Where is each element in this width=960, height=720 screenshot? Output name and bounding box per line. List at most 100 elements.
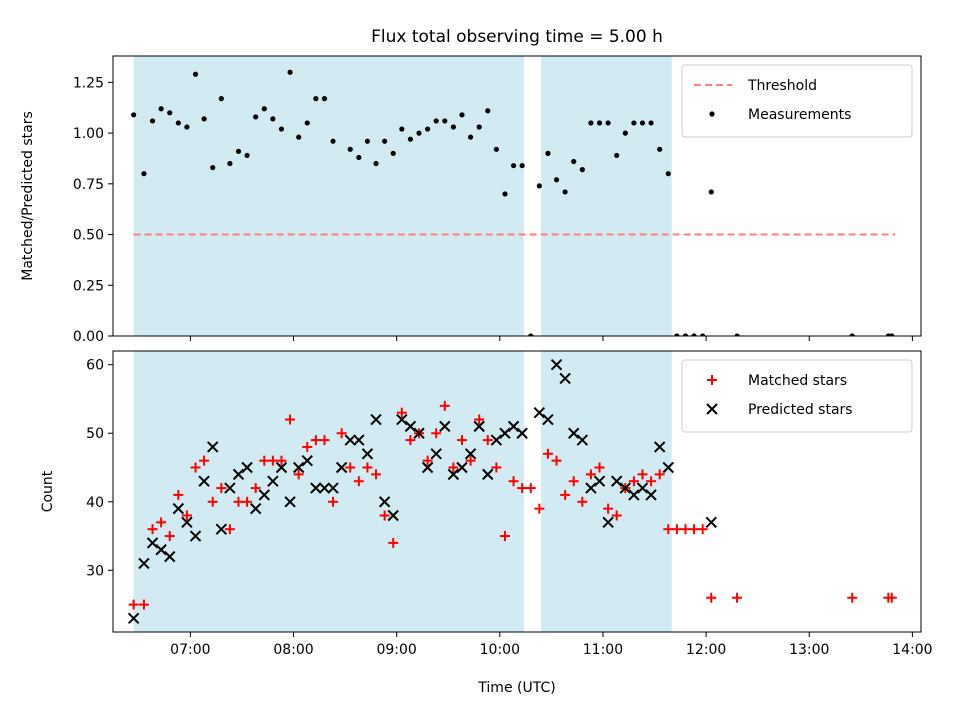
observing-span-2 <box>541 56 672 336</box>
predicted-star-point <box>146 537 159 549</box>
matched-star-point <box>371 469 382 480</box>
legend-label: Measurements <box>748 107 851 123</box>
measurement-point <box>244 152 250 159</box>
matched-star-point <box>405 435 416 446</box>
predicted-star-point <box>542 413 554 426</box>
measurement-point <box>407 136 414 142</box>
measurement-point <box>261 106 267 112</box>
x-b <box>361 448 374 460</box>
predicted-star-point <box>249 502 262 515</box>
x-b <box>127 612 140 624</box>
predicted-star-point <box>550 359 563 371</box>
matched-star-point <box>525 483 536 494</box>
bottom-axes-frame <box>112 350 922 633</box>
measurement-point <box>192 71 199 77</box>
x-b <box>430 448 442 460</box>
matched-star-point <box>328 496 339 507</box>
measurement-point <box>433 118 439 124</box>
predicted-star-point <box>127 612 140 624</box>
y-tick-label: 30 <box>86 563 104 579</box>
measurement-point <box>545 150 551 156</box>
y-tick-label: 1.00 <box>73 126 104 142</box>
x-b <box>636 482 649 494</box>
predicted-star-point <box>636 482 649 494</box>
x-b <box>318 482 331 494</box>
measurement-point <box>665 171 671 177</box>
y-tick-label: 0.00 <box>73 329 104 345</box>
x-b <box>378 496 391 508</box>
matched-star-point <box>585 469 596 480</box>
predicted-star-point <box>593 475 606 487</box>
x-b <box>568 427 580 439</box>
matched-star-point <box>732 592 743 603</box>
matched-star-point <box>190 462 201 473</box>
matched-star-point <box>431 428 442 439</box>
matched-star-point <box>577 496 588 507</box>
measurement-point <box>571 158 577 165</box>
matched-star-point <box>551 455 562 466</box>
matched-star-point <box>156 517 167 528</box>
predicted-star-point <box>499 427 511 439</box>
plot-area <box>131 69 896 336</box>
x-b <box>198 475 210 487</box>
predicted-star-point <box>533 406 546 419</box>
x-tick-label: 07:00 <box>170 642 210 658</box>
matched-star-point <box>379 510 390 521</box>
predicted-star-point <box>404 420 417 433</box>
matched-star-point <box>706 592 717 603</box>
measurement-point <box>622 130 628 136</box>
measurement-point <box>849 333 855 336</box>
matched-star-point <box>242 496 253 507</box>
x-b <box>353 434 365 446</box>
matched-star-point <box>534 503 545 514</box>
x-b <box>456 461 468 474</box>
measurement-point <box>356 154 362 161</box>
x-b <box>662 461 674 474</box>
predicted-star-point <box>292 461 305 474</box>
matched-star-point <box>233 496 244 507</box>
measurement-point <box>657 146 663 152</box>
predicted-star-point <box>327 482 339 494</box>
observing-span-2 <box>541 351 672 632</box>
predicted-star-point <box>576 434 589 446</box>
y-tick-label: 0.75 <box>73 177 104 193</box>
measurement-point <box>674 333 680 336</box>
measurement-point <box>270 116 276 122</box>
measurement-point <box>382 138 388 144</box>
measurement-point <box>493 146 499 152</box>
x-axis-label: Time (UTC) <box>477 680 555 696</box>
legend-box <box>681 64 913 138</box>
matched-star-point <box>285 414 296 425</box>
x-b <box>215 523 228 535</box>
matched-star-point <box>267 455 278 466</box>
predicted-star-point <box>224 482 236 494</box>
measurement-point <box>364 138 371 144</box>
matched-star-point <box>594 462 605 473</box>
bottom-y-axis-label: Count <box>40 470 56 512</box>
matched-star-point <box>147 524 158 535</box>
predicted-star-point <box>275 461 288 474</box>
predicted-star-point <box>378 496 391 508</box>
matched-star-point <box>345 462 356 473</box>
x-b <box>164 550 176 563</box>
predicted-star-point <box>490 434 503 446</box>
predicted-star-point <box>241 461 253 474</box>
legend-predicted-key <box>706 403 718 415</box>
measurement-point <box>235 148 242 154</box>
x-b <box>576 434 589 446</box>
measurement-point <box>519 162 525 169</box>
x-b <box>267 475 279 487</box>
predicted-star-point <box>181 516 193 529</box>
x-b <box>344 434 356 446</box>
matched-star-point <box>276 455 287 466</box>
matched-star-point <box>259 455 270 466</box>
x-b <box>189 530 202 542</box>
matched-star-point <box>611 510 622 521</box>
legend-label: Matched stars <box>748 373 847 389</box>
matched-star-point <box>637 469 648 480</box>
matched-star-point <box>847 592 858 603</box>
x-b <box>516 427 528 439</box>
top-axes-frame <box>112 55 922 337</box>
matched-star-point <box>663 524 674 535</box>
predicted-star-point <box>473 420 485 433</box>
